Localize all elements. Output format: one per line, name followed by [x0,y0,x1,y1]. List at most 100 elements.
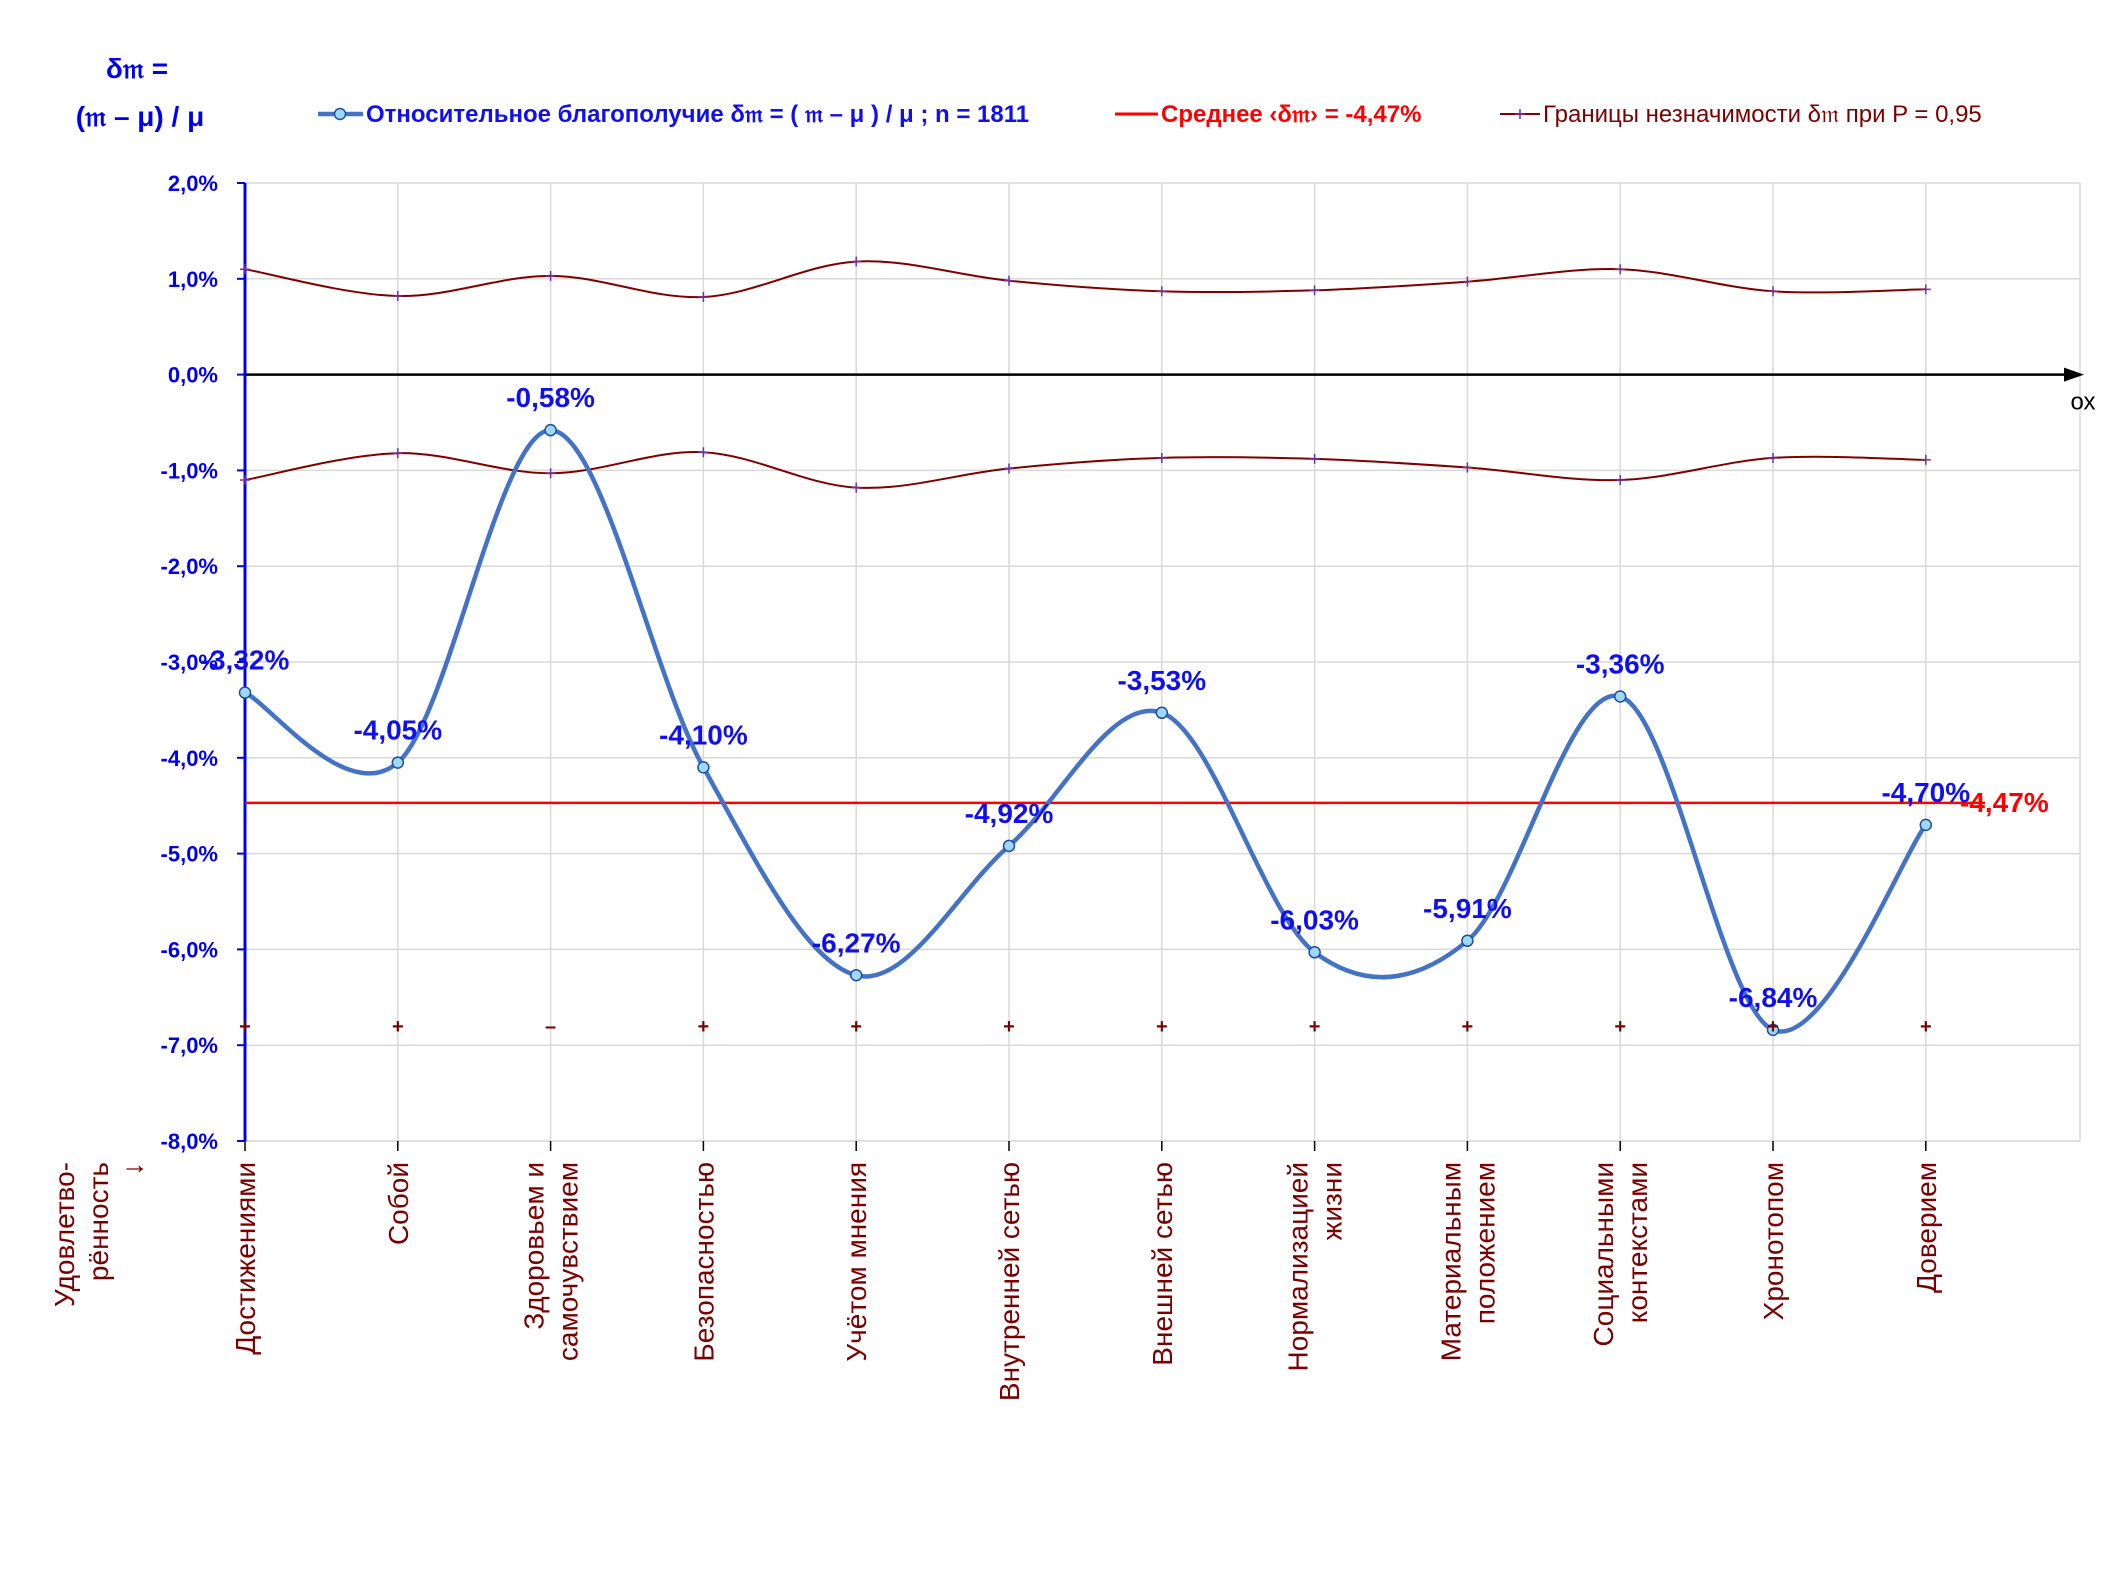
data-label: -4,05% [353,715,442,746]
y-tick-label: -6,0% [161,937,218,962]
bound-marker [1156,286,1167,297]
bound-marker [545,270,556,281]
series-line [243,427,1928,1034]
significance-mark: + [1156,1016,1168,1038]
category-label: Хронотопом [1758,1162,1789,1320]
x-axis-end-label: ох [2070,389,2095,416]
significance-mark: + [1462,1016,1474,1038]
category-labels: Достижениями Собой Здоровьем и самочувствие… [230,1162,1942,1401]
data-point [544,423,557,437]
category-label: Материальным положением [1435,1162,1500,1361]
bound-marker [1768,452,1778,463]
y-tick-labels: 2,0% 1,0% 0,0% -1,0% -2,0% -3,0% -4,0% -5,0% -6,… [161,171,218,1154]
significance-mark: + [1003,1016,1015,1038]
bound-marker [240,264,250,275]
bound-marker [1462,462,1473,473]
significance-mark: + [392,1016,404,1038]
bound-marker [1920,454,1931,465]
bound-marker [392,448,403,459]
bound-marker [392,291,403,302]
category-label-line: Социальными [1588,1162,1619,1346]
category-label: Безопасностью [688,1162,719,1362]
y-tick-label: -4,0% [161,746,218,771]
data-point [697,761,710,774]
category-label-line: жизни [1317,1162,1348,1240]
data-label: -5,91% [1423,893,1512,924]
y-tick-label: -5,0% [161,842,218,867]
bound-marker [545,468,556,479]
bound-line-upper [244,260,1926,299]
data-label: -3,36% [1576,648,1665,679]
significance-bounds [240,256,1931,493]
bound-marker [1920,284,1931,295]
data-point [1308,946,1321,959]
data-label: -6,84% [1729,982,1818,1013]
bound-marker [1004,463,1014,474]
bound-marker [240,474,250,485]
significance-mark: + [1767,1016,1779,1038]
data-label: -4,92% [965,798,1054,829]
legend-swatch-bounds-marker [1515,109,1525,119]
bound-marker [1615,474,1626,485]
data-point [238,686,252,699]
y-axis-title-line1: δ𝔪 = [106,53,168,84]
category-label: Доверием [1911,1162,1942,1293]
data-label: -4,10% [659,719,748,750]
category-label: Собой [383,1162,414,1245]
category-label-line: Материальным [1435,1162,1466,1361]
bound-marker [851,482,862,493]
legend: Относительное благополучие δ𝔪 = ( 𝔪 – μ … [318,101,1982,128]
significance-mark: + [850,1016,862,1038]
category-label: Учётом мнения [841,1162,872,1362]
significance-mark: + [1920,1016,1932,1038]
bound-marker [1156,452,1167,463]
significance-mark: – [545,1016,556,1038]
data-labels: -3,32% -4,05% -0,58% -4,10% -6,27% -4,92% -3,5… [201,382,1971,1013]
significance-mark: + [239,1016,251,1038]
axes: ох [237,182,2096,1151]
significance-marks: + + – + + + + + + + + + [239,1016,1931,1038]
legend-label-mean: Среднее ‹δ𝔪› = -4,47% [1161,101,1421,128]
significance-mark: + [1309,1016,1321,1038]
bound-line-lower [244,451,1926,489]
y-tick-label: 2,0% [168,171,218,196]
bound-marker [1004,275,1014,286]
mean-label: -4,47% [1960,787,2049,818]
main-series [238,423,1933,1037]
y-tick-label: -2,0% [161,554,218,579]
mean-line-group: -4,47% [245,787,2049,818]
bound-marker [1768,286,1778,297]
data-label: -4,70% [1881,777,1970,808]
bound-marker [698,292,709,303]
data-label: -6,27% [812,927,901,958]
y-tick-label: -8,0% [161,1129,218,1154]
category-label-line: Безопасностью [688,1162,719,1362]
category-label: Внешней сетью [1147,1162,1178,1366]
x-axis-title-line: Удовлетво- [49,1162,80,1307]
category-label-line: положением [1469,1162,1500,1324]
category-label: Социальными контекстами [1588,1162,1653,1346]
x-axis-title: Удовлетво-рённость ↓ [49,1162,148,1307]
category-label: Достижениями [230,1162,261,1355]
bound-marker [698,447,709,458]
category-label-line: Учётом мнения [841,1162,872,1362]
bound-marker [1309,285,1320,296]
category-label: Нормализацией жизни [1283,1162,1348,1371]
category-label-line: самочувствием [553,1162,584,1361]
category-label-line: Достижениями [230,1162,261,1355]
data-point [1613,690,1627,703]
x-axis-arrow [2064,367,2084,382]
y-tick-label: -3,0% [161,650,218,675]
category-label-line: Доверием [1911,1162,1942,1293]
category-label-line: Собой [383,1162,414,1245]
y-tick-label: 1,0% [168,267,218,292]
y-tick-label: -1,0% [161,458,218,483]
data-point [849,969,863,982]
y-tick-label: -7,0% [161,1033,218,1058]
category-label: Внутренней сетью [994,1162,1025,1401]
category-label-line: Внешней сетью [1147,1162,1178,1366]
legend-label-bounds: Границы незначимости δ𝔪 при P = 0,95 [1543,101,1982,128]
x-axis-title-line: ↓ [117,1162,148,1176]
data-point [391,756,405,769]
